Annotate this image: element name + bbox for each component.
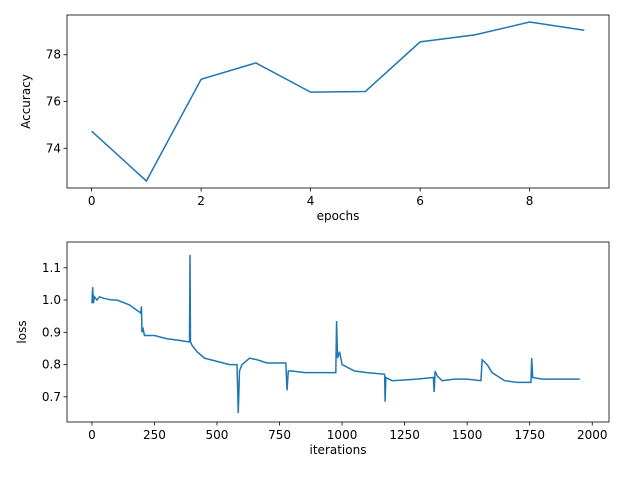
x-tick-label: 0 xyxy=(88,194,96,208)
x-tick-label: 1250 xyxy=(389,428,420,442)
y-tick-label: 76 xyxy=(46,95,61,109)
x-tick-label: 1500 xyxy=(452,428,483,442)
line-series xyxy=(91,254,580,413)
y-tick-label: 0.8 xyxy=(42,358,61,372)
x-axis-label: epochs xyxy=(317,209,360,223)
x-tick-label: 750 xyxy=(268,428,291,442)
y-axis-label: loss xyxy=(15,320,29,343)
x-tick-label: 8 xyxy=(526,194,534,208)
x-tick-label: 1000 xyxy=(327,428,358,442)
x-tick-label: 2000 xyxy=(577,428,608,442)
y-tick-label: 0.7 xyxy=(42,390,61,404)
x-tick-label: 1750 xyxy=(514,428,545,442)
line-series xyxy=(91,21,585,183)
y-axis-label: Accuracy xyxy=(19,74,33,129)
x-tick-label: 500 xyxy=(206,428,229,442)
y-tick-label: 78 xyxy=(46,48,61,62)
x-tick-label: 6 xyxy=(416,194,424,208)
y-tick-label: 1.0 xyxy=(42,293,61,307)
x-tick-label: 4 xyxy=(307,194,315,208)
x-axis-label: iterations xyxy=(310,443,367,457)
axes-frame xyxy=(66,14,610,189)
y-tick-label: 0.9 xyxy=(42,325,61,339)
y-tick-label: 74 xyxy=(46,141,61,155)
x-tick-label: 250 xyxy=(143,428,166,442)
x-tick-label: 2 xyxy=(197,194,205,208)
x-tick-label: 0 xyxy=(88,428,96,442)
y-tick-label: 1.1 xyxy=(42,261,61,275)
axes-frame xyxy=(66,241,610,423)
